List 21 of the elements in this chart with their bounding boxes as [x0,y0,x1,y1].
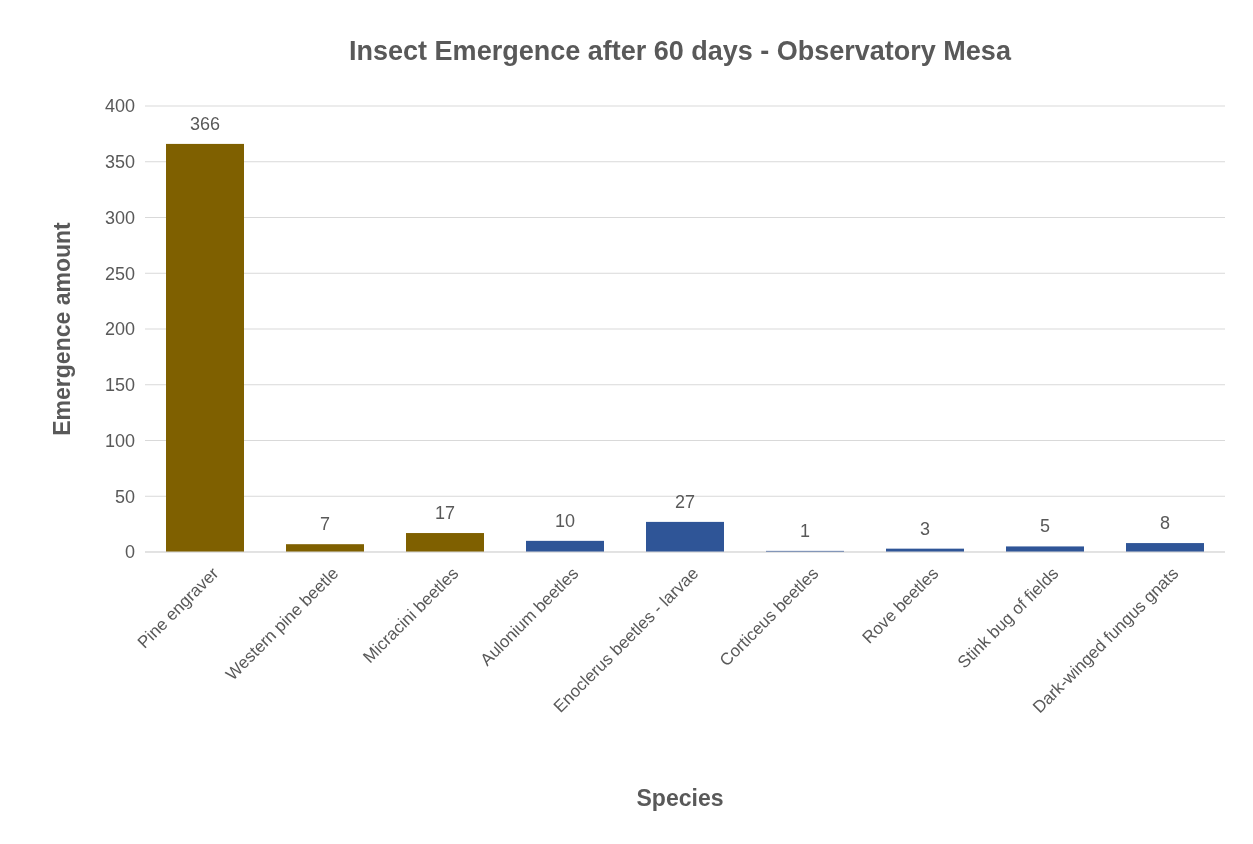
data-label: 27 [674,491,696,512]
data-label: 1 [799,520,811,541]
y-tick-label: 150 [104,375,135,396]
data-label: 366 [189,113,221,134]
y-tick-label: 100 [104,430,135,451]
y-tick-label: 50 [114,486,135,507]
y-tick-label: 250 [104,263,135,284]
y-tick-label: 0 [124,542,135,563]
data-label: 3 [919,518,931,539]
chart-title: Insect Emergence after 60 days - Observatory Mesa [349,36,1012,66]
data-label: 7 [319,514,331,535]
y-tick-label: 300 [104,207,135,228]
data-label: 10 [554,510,576,531]
y-tick-label: 350 [104,152,135,173]
x-axis-title: Species [636,785,724,811]
data-label: 8 [1159,513,1171,534]
y-axis-title: Emergence amount [49,221,75,436]
y-tick-label: 200 [104,319,135,340]
data-label: 5 [1039,516,1051,537]
data-label: 17 [434,503,456,524]
y-tick-label: 400 [104,96,135,117]
